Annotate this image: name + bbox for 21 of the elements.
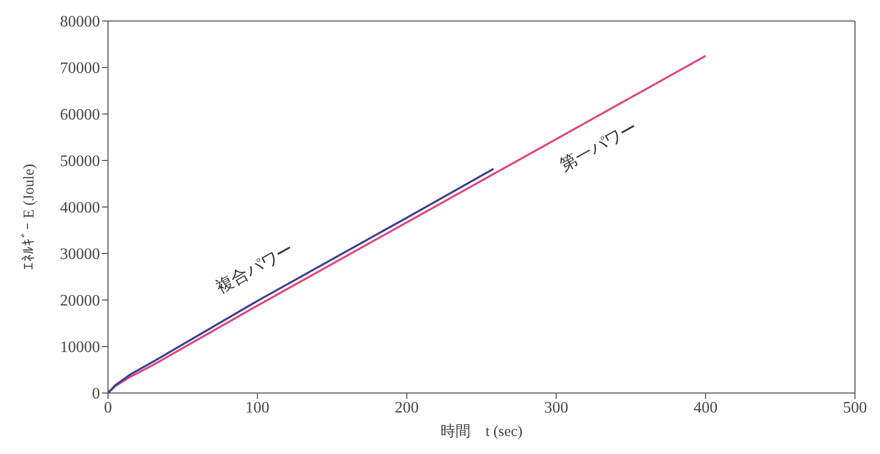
y-tick-label: 40000 (60, 200, 100, 217)
y-axis-title: ｴﾈﾙｷﾞｰ E (Joule) (20, 164, 38, 270)
y-tick-label: 50000 (60, 153, 100, 170)
y-tick-label: 0 (92, 386, 100, 403)
line-series (108, 168, 494, 393)
y-tick-label: 70000 (60, 60, 100, 78)
x-axis-title: 時間 t (sec) (440, 423, 523, 440)
y-tick-label: 20000 (60, 292, 100, 310)
x-tick-label: 500 (843, 399, 867, 416)
x-tick-label: 300 (544, 399, 568, 416)
y-tick-label: 30000 (60, 246, 100, 264)
y-tick-label: 80000 (60, 14, 100, 31)
y-tick-label: 60000 (60, 106, 100, 124)
x-tick-label: 0 (104, 399, 112, 416)
text: 複合パワー (212, 239, 297, 298)
x-tick-label: 100 (245, 399, 270, 416)
text: 第一パワー (556, 117, 640, 176)
x-tick-label: 400 (694, 399, 718, 416)
line-series (108, 54, 707, 393)
x-tick-label: 200 (394, 399, 419, 416)
y-tick-label: 10000 (60, 339, 100, 356)
